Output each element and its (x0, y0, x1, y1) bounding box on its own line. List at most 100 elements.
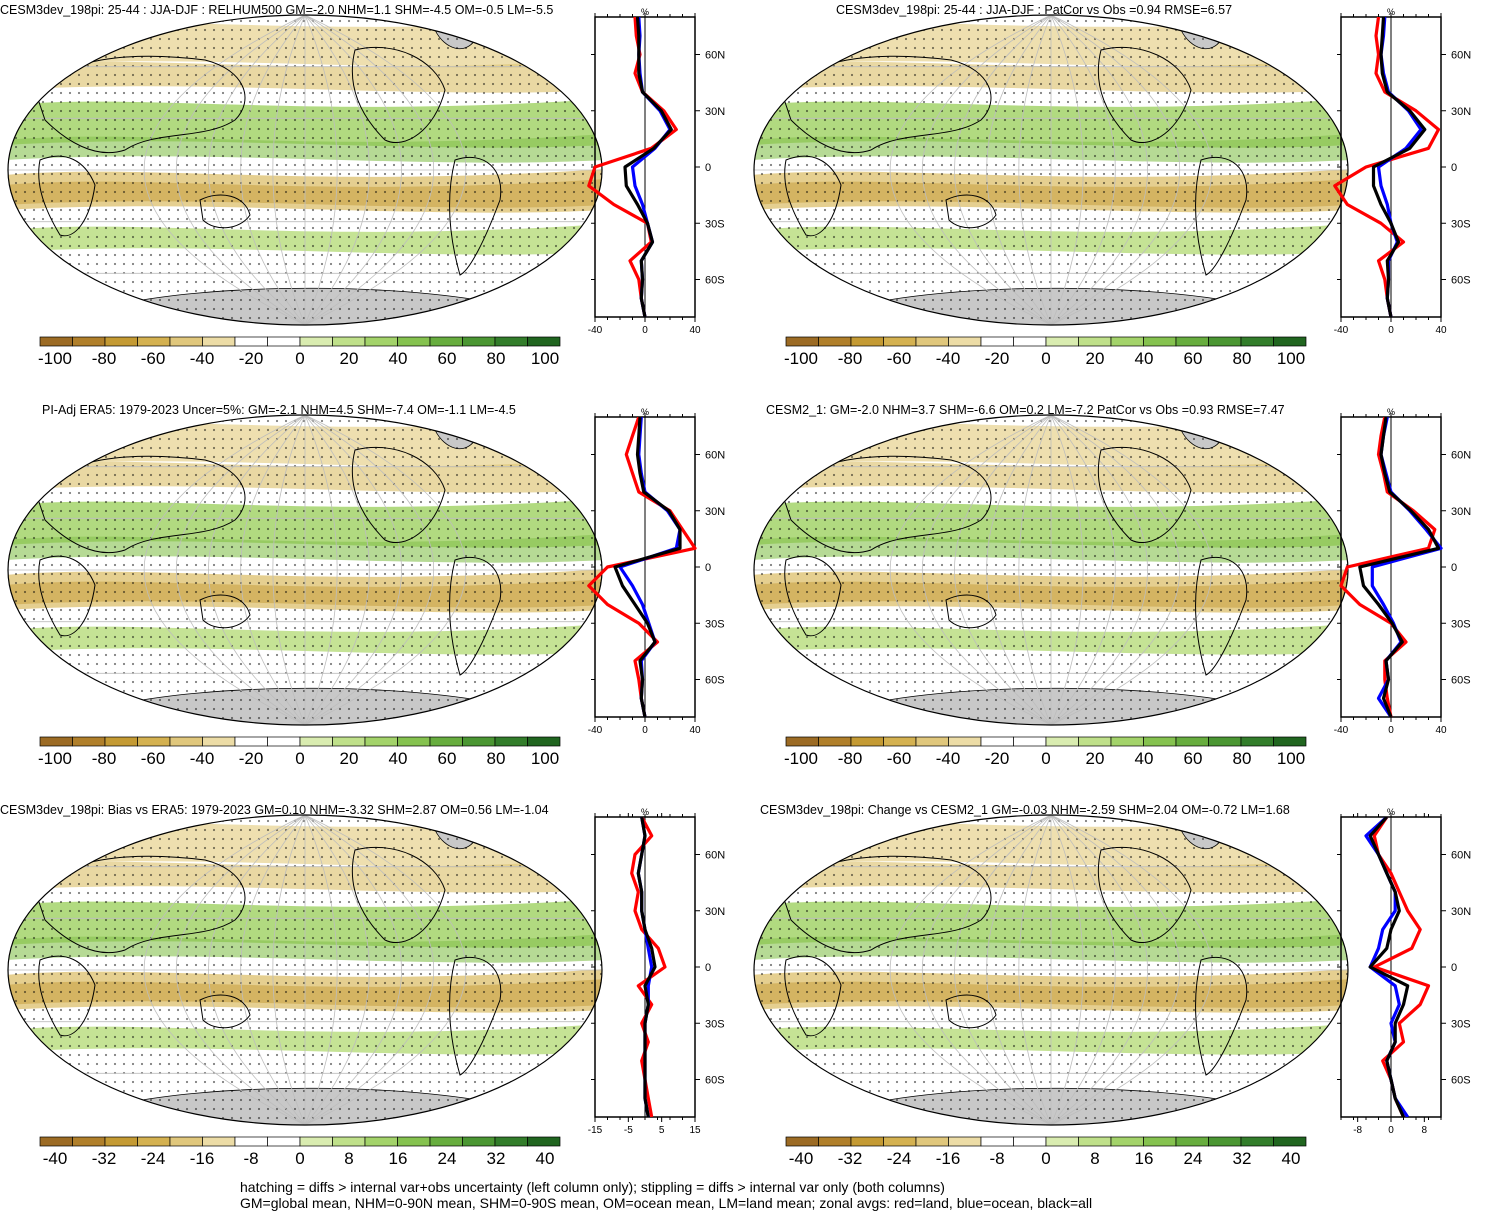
profile-series-line (1333, 17, 1441, 317)
colorbar-label: 0 (1041, 749, 1050, 768)
colorbar-swatch (104, 736, 138, 747)
colorbar-swatch (785, 736, 819, 747)
colorbar-label: -24 (887, 1149, 912, 1168)
colorbar-swatch (1013, 336, 1047, 347)
coastline (780, 855, 992, 954)
colorbar-swatch (980, 336, 1014, 347)
colorbar-swatch (915, 1136, 949, 1147)
colorbar-swatch (1175, 1136, 1209, 1147)
profile-lat-label: 0 (705, 562, 711, 574)
profile-xtick-label: 40 (689, 325, 701, 335)
profile-xtick-label: -5 (624, 1125, 633, 1135)
colorbar-swatch (1110, 736, 1144, 747)
colorbar: -100 -80 -60 -40 -20 0 20 40 60 80 100 (784, 736, 1307, 768)
colorbar-swatch (948, 736, 982, 747)
coastline (1097, 46, 1192, 143)
coastline (1097, 446, 1192, 543)
colorbar-label: 16 (389, 1149, 408, 1168)
panel-3: PI-Adj ERA5: 1979-2023 Uncer=5%: GM=-2.1… (0, 400, 745, 800)
colorbar-swatch (39, 1136, 73, 1147)
coastline (780, 55, 992, 154)
colorbar-swatch (1208, 1136, 1242, 1147)
colorbar-swatch (1045, 1136, 1079, 1147)
colorbar-swatch (332, 736, 366, 747)
colorbar-label: 20 (1086, 749, 1105, 768)
coastline (38, 555, 96, 637)
colorbar-label: -60 (141, 349, 166, 368)
colorbar-swatch (980, 1136, 1014, 1147)
panel-6: CESM3dev_198pi: Change vs CESM2_1 GM=-0.… (746, 800, 1491, 1200)
colorbar-label: 0 (1041, 1149, 1050, 1168)
colorbar-label: -40 (936, 349, 961, 368)
profile-series-line (587, 417, 697, 717)
colorbar-label: -80 (92, 349, 117, 368)
colorbar-swatch (332, 1136, 366, 1147)
colorbar-label: 80 (1233, 749, 1252, 768)
colorbar-label: -32 (92, 1149, 117, 1168)
figure-caption: hatching = diffs > internal var+obs unce… (240, 1179, 1092, 1211)
coastline (1195, 156, 1248, 276)
profile-lat-label: 0 (705, 162, 711, 174)
colorbar-swatch (299, 1136, 333, 1147)
profile-lat-label: 60N (705, 850, 725, 862)
colorbar-swatch (1143, 1136, 1177, 1147)
profile-lat-label: 60N (705, 50, 725, 62)
colorbar-label: -40 (190, 349, 215, 368)
colorbar-swatch (397, 1136, 431, 1147)
caption-line-1: hatching = diffs > internal var+obs unce… (240, 1179, 945, 1195)
colorbar-swatch (948, 1136, 982, 1147)
colorbar-label: 40 (1135, 749, 1154, 768)
colorbar-swatch (883, 1136, 917, 1147)
colorbar-label: 0 (295, 749, 304, 768)
profile-lat-label: 30N (705, 106, 725, 118)
profile-lat-label: 0 (705, 962, 711, 974)
colorbar-label: 60 (1184, 349, 1203, 368)
profile-xtick-label: 0 (642, 325, 648, 335)
colorbar-label: 32 (1233, 1149, 1252, 1168)
colorbar-swatch (1045, 736, 1079, 747)
profile-xtick-label: 0 (1388, 1125, 1394, 1135)
profile-lat-label: 60N (1451, 850, 1471, 862)
colorbar-swatch (818, 336, 852, 347)
colorbar-swatch (332, 336, 366, 347)
robinson-map (753, 14, 1349, 326)
colorbar-label: -100 (784, 349, 818, 368)
robinson-map (7, 14, 603, 326)
profile-lat-label: 60S (1451, 1075, 1471, 1087)
colorbar-label: -100 (38, 749, 72, 768)
profile-lat-label: 30S (1451, 218, 1471, 230)
profile-xtick-label: -15 (588, 1125, 603, 1135)
colorbar-swatch (462, 736, 496, 747)
coastline (945, 594, 997, 629)
colorbar-swatch (104, 336, 138, 347)
profile-lat-label: 30N (705, 906, 725, 918)
panel-4: CESM2_1: GM=-2.0 NHM=3.7 SHM=-6.6 OM=0.2… (746, 400, 1491, 800)
profile-series-line (623, 17, 673, 317)
colorbar-swatch (1045, 336, 1079, 347)
caption-line-2: GM=global mean, NHM=0-90N mean, SHM=0-90… (240, 1195, 1093, 1211)
colorbar-label: -40 (936, 749, 961, 768)
coastline (199, 994, 251, 1029)
colorbar-swatch (39, 736, 73, 747)
profile-xtick-label: -40 (588, 725, 603, 735)
coastline (34, 855, 246, 954)
colorbar-swatch (785, 336, 819, 347)
coastline (38, 155, 96, 237)
colorbar-label: 8 (1090, 1149, 1099, 1168)
colorbar-swatch (267, 736, 301, 747)
coastline (1195, 956, 1248, 1076)
colorbar-swatch (1175, 736, 1209, 747)
colorbar-swatch (1175, 336, 1209, 347)
profile-xlabel: % (641, 407, 649, 417)
colorbar-label: -100 (38, 349, 72, 368)
profile-series-line (1339, 417, 1437, 717)
colorbar-swatch (494, 1136, 528, 1147)
profile-lat-label: 60S (705, 675, 725, 687)
profile-xtick-label: -40 (1334, 725, 1349, 735)
colorbar-swatch (818, 1136, 852, 1147)
panel-title: CESM3dev_198pi: Change vs CESM2_1 GM=-0.… (760, 803, 1290, 817)
colorbar-label: 40 (1282, 1149, 1301, 1168)
colorbar: -40 -32 -24 -16 -8 0 8 16 24 32 40 (39, 1136, 561, 1168)
profile-xlabel: % (641, 7, 649, 17)
colorbar-label: 60 (438, 349, 457, 368)
